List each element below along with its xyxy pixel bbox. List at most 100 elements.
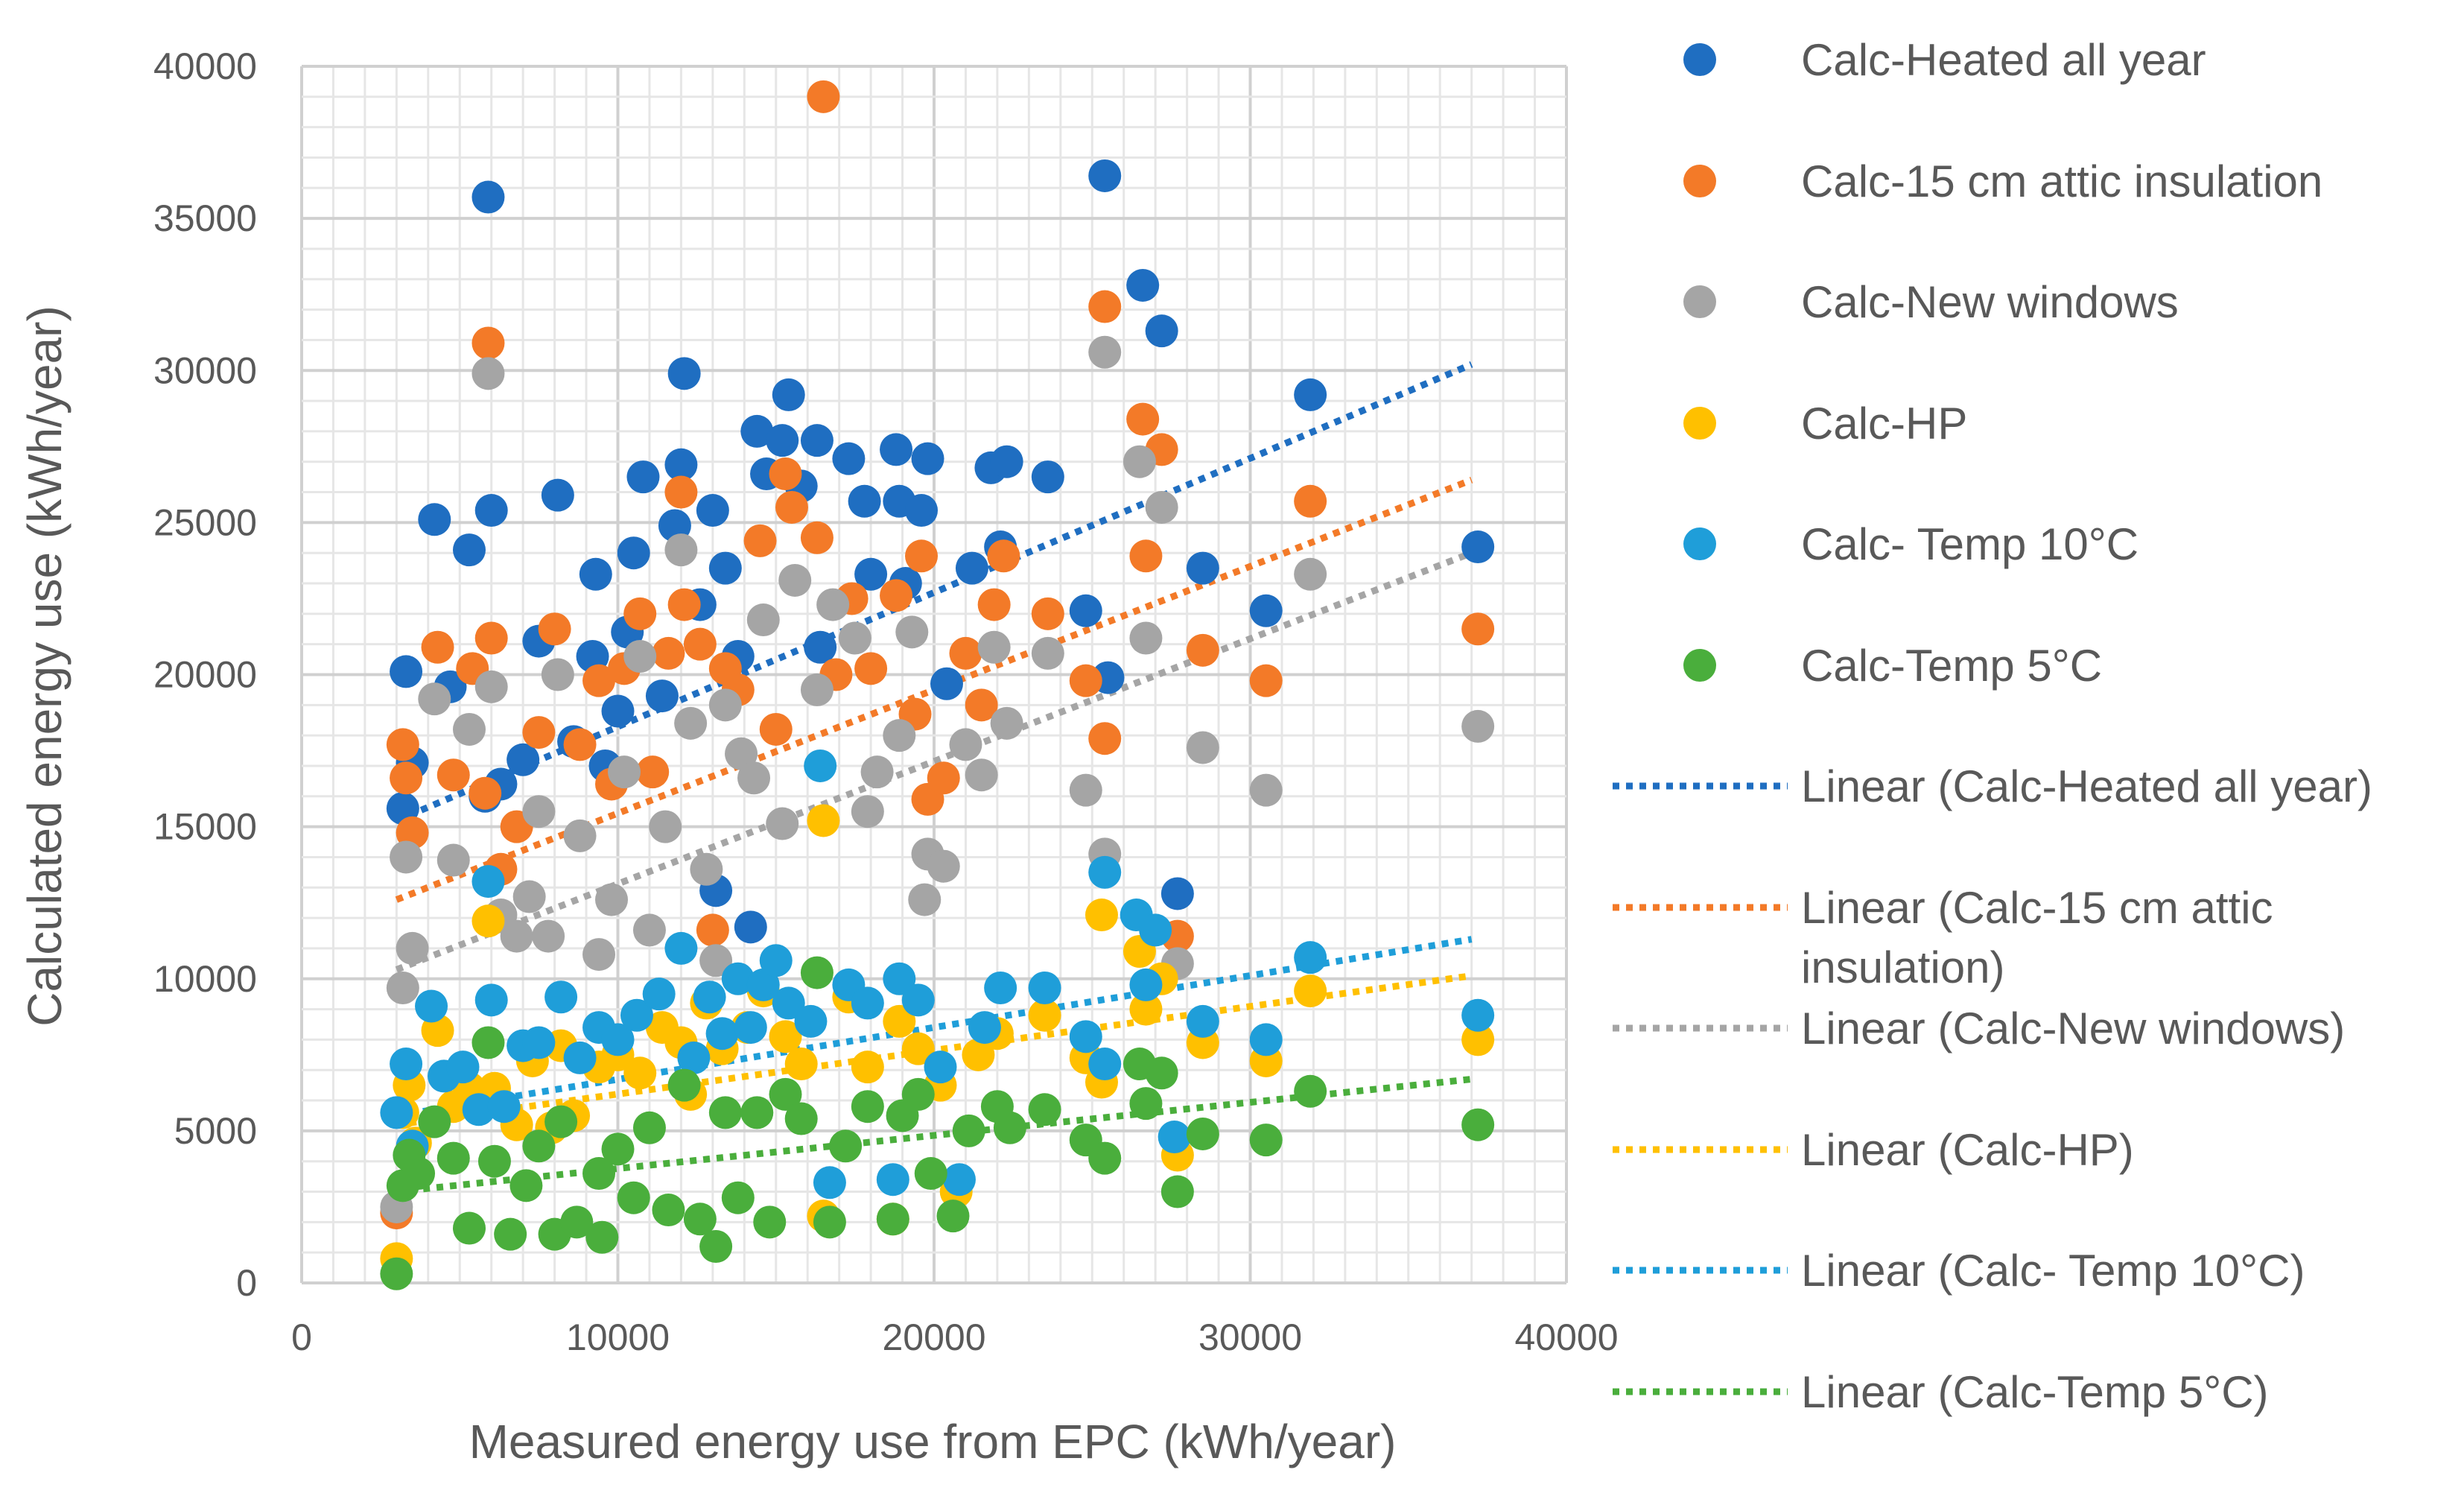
data-point: [623, 1056, 657, 1090]
data-point: [462, 1093, 495, 1126]
data-point: [664, 475, 698, 509]
y-tick-label: 20000: [153, 654, 257, 696]
data-point: [708, 1096, 742, 1129]
data-point: [1158, 1121, 1191, 1154]
data-point: [683, 627, 717, 661]
legend-item: Linear (Calc-Heated all year): [1613, 761, 2372, 811]
legend-marker: [1683, 165, 1716, 197]
legend-marker: [1683, 407, 1716, 440]
data-point: [436, 843, 470, 877]
data-point: [880, 579, 913, 612]
legend-label: Linear (Calc-New windows): [1801, 1004, 2345, 1053]
legend-item: Calc-Heated all year: [1683, 35, 2206, 85]
data-point: [725, 737, 758, 770]
data-point: [623, 640, 657, 674]
x-tick-label: 30000: [1198, 1316, 1302, 1358]
y-tick-label: 25000: [153, 501, 257, 543]
data-point: [1461, 1108, 1495, 1141]
data-point: [1294, 1074, 1327, 1108]
data-point: [585, 1220, 619, 1254]
data-point: [507, 743, 540, 776]
data-point: [1123, 445, 1156, 478]
data-point: [1126, 268, 1160, 302]
data-point: [494, 1217, 527, 1251]
data-point: [1129, 1087, 1163, 1121]
data-point: [737, 761, 771, 795]
data-point: [708, 688, 742, 722]
data-point: [696, 913, 729, 947]
data-point: [452, 712, 486, 746]
data-point: [968, 1011, 1001, 1045]
data-point: [772, 986, 805, 1020]
data-point: [1088, 335, 1122, 369]
x-tick-label: 0: [291, 1316, 312, 1358]
data-point: [474, 983, 508, 1017]
data-point: [532, 919, 565, 953]
legend-marker: [1683, 649, 1716, 682]
x-tick-label: 20000: [882, 1316, 985, 1358]
data-point: [1088, 855, 1122, 889]
data-point: [471, 326, 505, 360]
data-point: [563, 728, 597, 761]
data-point: [415, 989, 448, 1023]
data-point: [607, 755, 641, 789]
data-point: [667, 588, 701, 621]
data-point: [595, 883, 629, 916]
data-point: [396, 931, 429, 965]
y-tick-label: 40000: [153, 45, 257, 87]
data-point: [949, 728, 982, 761]
data-point: [390, 840, 423, 874]
data-point: [1085, 899, 1118, 932]
data-point: [832, 442, 866, 475]
data-point: [895, 615, 929, 649]
x-axis-title: Measured energy use from EPC (kWh/year): [469, 1415, 1397, 1468]
data-point: [993, 1111, 1026, 1144]
data-point: [1461, 709, 1495, 743]
data-point: [652, 1194, 685, 1227]
data-point: [962, 1038, 995, 1071]
data-point: [1160, 877, 1194, 910]
data-point: [952, 1114, 985, 1147]
y-tick-label: 0: [236, 1262, 257, 1304]
data-point: [626, 460, 660, 494]
data-point: [813, 1205, 846, 1239]
data-point: [965, 758, 998, 792]
data-point: [563, 819, 597, 852]
legend-item: Linear (Calc-New windows): [1613, 1004, 2345, 1053]
legend-marker: [1683, 527, 1716, 560]
data-point: [908, 883, 942, 916]
data-point: [829, 1129, 863, 1163]
data-point: [1145, 314, 1178, 348]
data-point: [522, 1026, 556, 1059]
data-point: [1249, 1023, 1283, 1056]
data-point: [876, 1202, 909, 1236]
trendline: [396, 1075, 1473, 1196]
legend-label: Calc- Temp 10°C: [1801, 519, 2138, 569]
data-point: [800, 424, 833, 457]
data-point: [386, 971, 419, 1004]
data-point: [636, 755, 670, 789]
data-point: [838, 621, 871, 655]
legend-label: Linear (Calc-Temp 5°C): [1801, 1367, 2269, 1417]
series-group: [380, 956, 1495, 1290]
data-point: [436, 1141, 470, 1175]
legend-label: Calc-HP: [1801, 399, 1967, 449]
data-point: [474, 494, 508, 527]
data-point: [500, 919, 533, 953]
data-point: [418, 682, 451, 716]
data-point: [1069, 664, 1102, 697]
legend-label: Calc-Temp 5°C: [1801, 641, 2102, 691]
data-point: [804, 630, 837, 664]
data-point: [620, 998, 653, 1032]
data-point: [544, 980, 578, 1014]
data-point: [474, 621, 508, 655]
y-axis-title: Calculated energy use (kWh/year): [18, 305, 72, 1027]
data-point: [1139, 913, 1172, 947]
data-point: [851, 1050, 884, 1084]
data-point: [380, 1257, 413, 1290]
data-point: [1186, 551, 1219, 585]
data-point: [693, 980, 726, 1014]
data-point: [642, 977, 676, 1011]
data-point: [990, 706, 1023, 740]
data-point: [734, 910, 767, 944]
